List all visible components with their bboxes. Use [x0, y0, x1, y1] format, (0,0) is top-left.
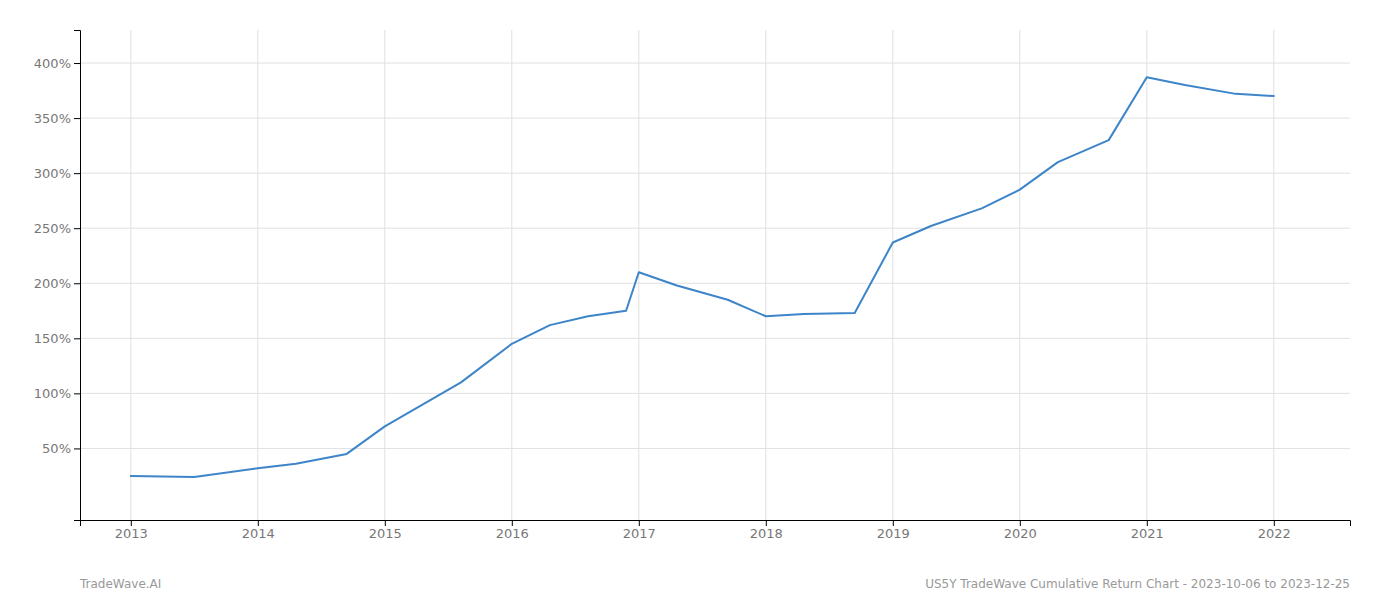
x-tick: 2013: [115, 520, 148, 541]
x-tick-mark: [1020, 520, 1021, 526]
x-tick-mark: [512, 520, 513, 526]
grid-line: [1019, 30, 1020, 520]
grid-line: [1146, 30, 1147, 520]
x-tick-mark: [258, 520, 259, 526]
y-tick-mark: [74, 63, 80, 64]
y-tick: 100%: [34, 386, 80, 401]
y-tick: 300%: [34, 166, 80, 181]
x-tick: 2021: [1131, 520, 1164, 541]
grid-line: [257, 30, 258, 520]
x-tick: 2018: [750, 520, 783, 541]
y-tick-mark: [74, 228, 80, 229]
x-tick: 2022: [1258, 520, 1291, 541]
x-tick-label: 2016: [496, 526, 529, 541]
x-tick-mark: [1274, 520, 1275, 526]
grid-line: [80, 338, 1350, 339]
grid-line: [80, 228, 1350, 229]
y-tick: 250%: [34, 221, 80, 236]
x-tick: 2016: [496, 520, 529, 541]
footer-right: US5Y TradeWave Cumulative Return Chart -…: [925, 577, 1350, 591]
x-tick-label: 2015: [369, 526, 402, 541]
marks: [131, 77, 1274, 477]
grid: [80, 30, 1350, 520]
x-tick-label: 2013: [115, 526, 148, 541]
x-tick-mark: [1147, 520, 1148, 526]
x-tick-mark: [131, 520, 132, 526]
grid-line: [80, 283, 1350, 284]
x-tick-label: 2018: [750, 526, 783, 541]
y-tick-label: 200%: [34, 276, 71, 291]
grid-line: [384, 30, 385, 520]
x-tick: 2020: [1004, 520, 1037, 541]
grid-line: [80, 63, 1350, 64]
x-tick: 2015: [369, 520, 402, 541]
y-tick: 150%: [34, 331, 80, 346]
x-axis: 2013 2014 2015 2016 2017 2018 2019 2020 2021 2022: [81, 520, 1351, 541]
y-tick: 50%: [42, 441, 80, 456]
x-tick-label: 2021: [1131, 526, 1164, 541]
x-tick-mark: [893, 520, 894, 526]
y-tick-mark: [74, 173, 80, 174]
grid-line: [80, 448, 1350, 449]
y-tick: 200%: [34, 276, 80, 291]
x-tick-mark: [385, 520, 386, 526]
chart: 2013 2014 2015 2016 2017 2018 2019 2020 2021 2022…: [0, 0, 1400, 600]
y-tick-label: 150%: [34, 331, 71, 346]
y-tick-label: 100%: [34, 386, 71, 401]
x-tick-label: 2014: [242, 526, 275, 541]
x-tick-label: 2022: [1258, 526, 1291, 541]
footer-left: TradeWave.AI: [79, 577, 161, 591]
x-tick: 2014: [242, 520, 275, 541]
x-tick-label: 2017: [623, 526, 656, 541]
y-tick-label: 300%: [34, 166, 71, 181]
y-tick-mark: [74, 448, 80, 449]
x-tick: 2017: [623, 520, 656, 541]
y-tick-label: 350%: [34, 111, 71, 126]
x-axis-line: [81, 521, 1351, 527]
grid-line: [765, 30, 766, 520]
y-tick-label: 400%: [34, 56, 71, 71]
x-tick-label: 2020: [1004, 526, 1037, 541]
grid-line: [892, 30, 893, 520]
y-tick-label: 50%: [42, 441, 71, 456]
y-tick-label: 250%: [34, 221, 71, 236]
x-tick-mark: [639, 520, 640, 526]
x-tick: 2019: [877, 520, 910, 541]
plot-area: 2013 2014 2015 2016 2017 2018 2019 2020 2021 2022…: [34, 30, 1351, 541]
grid-line: [511, 30, 512, 520]
grid-line: [1273, 30, 1274, 520]
y-tick-mark: [74, 118, 80, 119]
x-tick-label: 2019: [877, 526, 910, 541]
grid-line: [80, 393, 1350, 394]
y-tick-mark: [74, 393, 80, 394]
y-axis: 50% 100% 150% 200% 250% 300% 350% 400%: [34, 31, 81, 521]
y-tick: 400%: [34, 56, 80, 71]
grid-line: [80, 173, 1350, 174]
y-tick-mark: [74, 283, 80, 284]
y-axis-line: [74, 31, 81, 521]
y-tick: 350%: [34, 111, 80, 126]
grid-line: [130, 30, 131, 520]
y-tick-mark: [74, 338, 80, 339]
x-tick-mark: [766, 520, 767, 526]
grid-line: [80, 118, 1350, 119]
line: [131, 77, 1274, 477]
